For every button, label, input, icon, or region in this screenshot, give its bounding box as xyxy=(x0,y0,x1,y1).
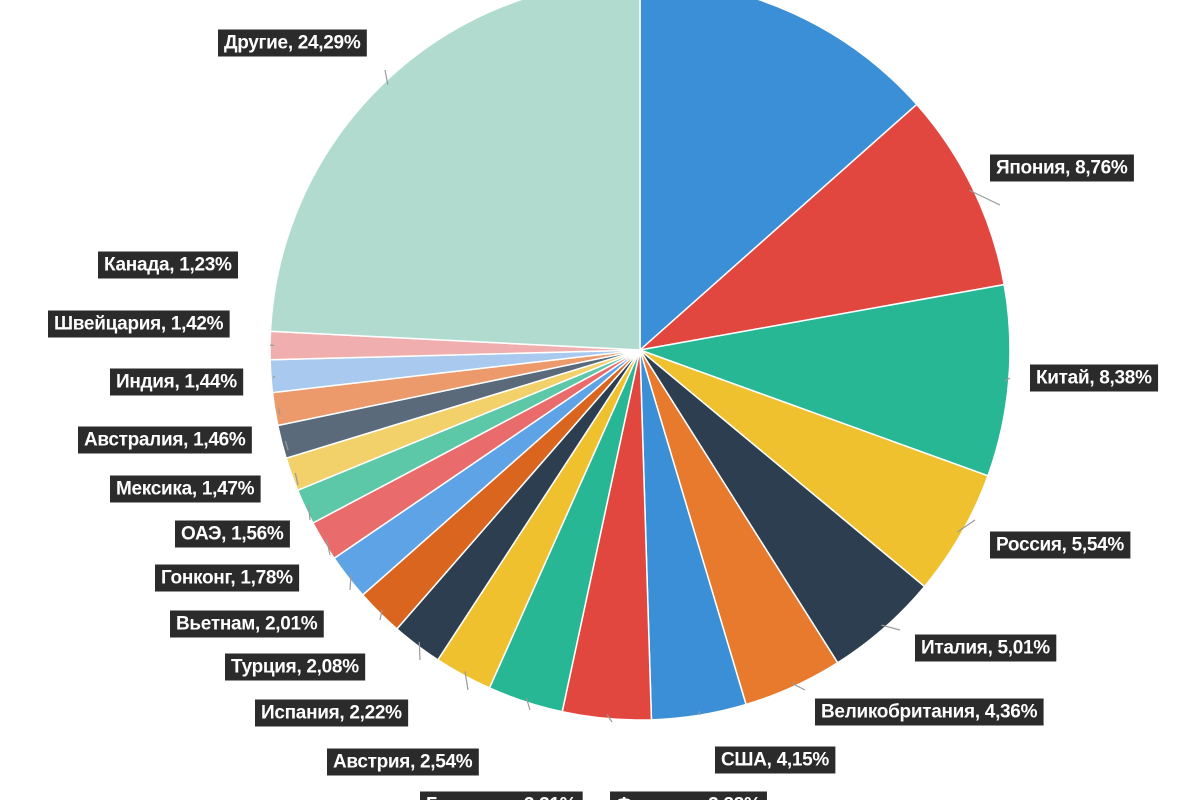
slice-label-background xyxy=(610,791,767,800)
leader-line-Австралия xyxy=(284,440,289,451)
slice-label-background xyxy=(990,531,1131,559)
slice-label-background xyxy=(1030,364,1159,392)
slice-label-text: Другие, 24,29% xyxy=(224,33,361,54)
slice-label-Гонконг: Гонконг, 1,78% xyxy=(155,564,300,592)
slice-label-background xyxy=(218,29,367,57)
slice-label-Испания: Испания, 2,22% xyxy=(255,699,409,727)
slice-label-background xyxy=(915,634,1057,662)
slice-label-text: Гонконг, 1,78% xyxy=(161,568,293,589)
leader-line-Мексика xyxy=(294,472,299,486)
leader-line-Италия xyxy=(881,624,901,631)
leader-line-Германия xyxy=(525,697,531,711)
leader-line-Испания xyxy=(418,641,421,661)
leader-line-Турция xyxy=(379,609,383,621)
leader-line-Китай xyxy=(1004,377,1011,382)
slice-label-background xyxy=(155,564,300,592)
slice-label-Великобритания: Великобритания, 4,36% xyxy=(815,698,1044,726)
slice-label-ОАЭ: ОАЭ, 1,56% xyxy=(175,520,290,548)
slice-label-Россия: Россия, 5,54% xyxy=(990,531,1131,559)
slice-label-text: Испания, 2,22% xyxy=(261,703,402,724)
slice-label-background xyxy=(170,610,324,638)
pie-slice-Другие xyxy=(269,0,641,351)
slice-label-text: Вьетнам, 2,01% xyxy=(176,614,318,635)
leader-line-Япония xyxy=(969,189,1001,206)
leader-line-Россия xyxy=(957,519,976,533)
slice-label-text: Китай, 8,38% xyxy=(1036,368,1152,389)
pie-slice-Китай xyxy=(637,283,1011,477)
slice-label-background xyxy=(420,791,583,800)
slice-label-text: Австралия, 1,46% xyxy=(84,430,246,451)
leader-line-Швейцария xyxy=(272,375,276,379)
slice-label-background xyxy=(255,699,409,727)
pie-slice-Япония xyxy=(637,103,1006,352)
slice-label-background xyxy=(78,426,252,454)
slice-label-text: США, 4,15% xyxy=(721,750,829,771)
slice-label-Турция: Турция, 2,08% xyxy=(225,653,366,681)
slice-label-Швейцария: Швейцария, 1,42% xyxy=(48,310,230,338)
slice-label-Мексика: Мексика, 1,47% xyxy=(110,475,261,503)
slice-label-Австрия: Австрия, 2,54% xyxy=(327,748,479,776)
slice-label-Вьетнам: Вьетнам, 2,01% xyxy=(170,610,324,638)
slice-label-Япония: Япония, 8,76% xyxy=(990,154,1134,182)
slice-label-Австралия: Австралия, 1,46% xyxy=(78,426,252,454)
slice-label-text: Швейцария, 1,42% xyxy=(54,314,224,335)
slice-label-background xyxy=(990,154,1134,182)
slice-label-text: Россия, 5,54% xyxy=(996,535,1124,556)
slices-layer xyxy=(269,0,1011,721)
slice-label-Индия: Индия, 1,44% xyxy=(110,368,244,396)
slice-label-Франция: Франция, 3,88% xyxy=(610,791,767,800)
leader-lines-layer xyxy=(269,69,1011,723)
slice-label-background xyxy=(110,368,244,396)
slice-label-text: Мексика, 1,47% xyxy=(116,479,255,500)
slice-label-text: Австрия, 2,54% xyxy=(333,752,473,773)
leader-line-Канада xyxy=(269,344,275,347)
slice-label-text: Япония, 8,76% xyxy=(996,158,1128,179)
leader-line-Другие xyxy=(384,69,389,85)
slice-label-background xyxy=(110,475,261,503)
slice-label-text: Италия, 5,01% xyxy=(921,638,1050,659)
leader-line-Гонконг xyxy=(325,538,331,556)
slice-label-text: Индия, 1,44% xyxy=(116,372,237,393)
leader-line-Индия xyxy=(278,408,281,416)
slice-label-Германия: Германия, 3,31% xyxy=(420,791,583,800)
slice-label-США: США, 4,15% xyxy=(715,746,836,774)
slice-label-text: Турция, 2,08% xyxy=(231,657,359,678)
slice-label-background xyxy=(327,748,479,776)
slice-label-text: Германия, 3,31% xyxy=(426,795,577,800)
pie-slice-Россия xyxy=(639,349,989,588)
slice-label-Канада: Канада, 1,23% xyxy=(98,251,239,279)
slice-label-text: Канада, 1,23% xyxy=(104,255,232,276)
slice-label-Италия: Италия, 5,01% xyxy=(915,634,1057,662)
slice-label-background xyxy=(48,310,230,338)
leader-line-Австрия xyxy=(464,671,469,691)
leader-line-Франция xyxy=(606,714,613,723)
leader-line-Вьетнам xyxy=(349,574,352,591)
slice-label-text: ОАЭ, 1,56% xyxy=(181,524,284,545)
slice-label-Китай: Китай, 8,38% xyxy=(1030,364,1159,392)
slice-label-Другие: Другие, 24,29% xyxy=(218,29,367,57)
pie-slice xyxy=(639,0,918,352)
leader-line-ОАЭ xyxy=(307,505,311,521)
leader-line-Великобритания xyxy=(791,682,806,691)
slice-label-background xyxy=(225,653,366,681)
slice-label-background xyxy=(715,746,836,774)
slice-label-text: Франция, 3,88% xyxy=(616,795,761,800)
slice-label-background xyxy=(815,698,1044,726)
labels-layer: Япония, 8,76% Китай, 8,38% Россия, 5,54% Ит… xyxy=(48,29,1159,800)
slice-label-background xyxy=(98,251,239,279)
slice-label-background xyxy=(175,520,290,548)
slice-label-text: Великобритания, 4,36% xyxy=(821,702,1038,723)
leader-line-США xyxy=(698,711,701,716)
